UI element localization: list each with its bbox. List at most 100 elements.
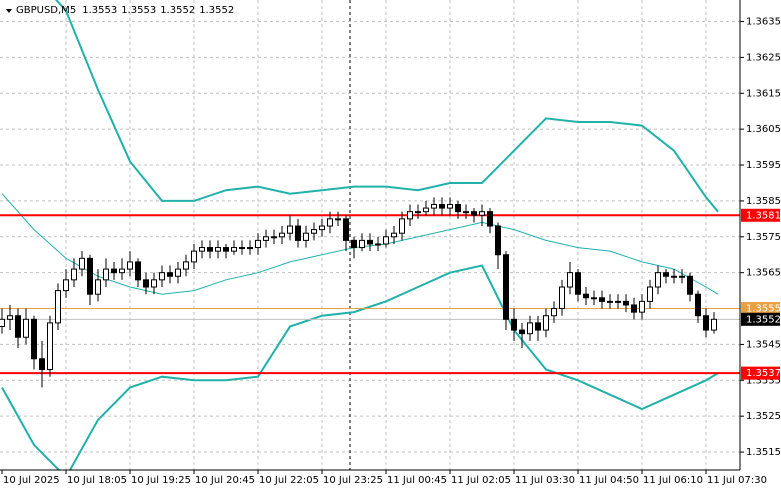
candle-body [143, 279, 149, 288]
x-tick-label: 11 Jul 07:30 [707, 475, 767, 486]
candle-body [55, 290, 61, 324]
y-tick-label: 1.3625 [746, 52, 781, 63]
candle-body [639, 300, 645, 313]
quote-value: 1.3553 [121, 5, 156, 16]
band-line [55, 0, 719, 213]
quote-value: 1.3552 [160, 5, 195, 16]
candle-body [375, 243, 381, 246]
x-tick-label: 11 Jul 02:05 [451, 475, 511, 486]
candle-body [399, 218, 405, 234]
candle-body [311, 229, 317, 234]
candle-body [175, 268, 181, 277]
x-tick-label: 11 Jul 00:45 [387, 475, 447, 486]
candle-body [479, 211, 485, 216]
candle-body [431, 204, 437, 209]
candle-body [239, 247, 245, 250]
candle-body [119, 268, 125, 274]
candle-body [287, 225, 293, 234]
price-level-label: 1.3537 [746, 368, 781, 379]
candle-body [111, 268, 117, 274]
candle-body [255, 239, 261, 249]
candle-body [247, 247, 253, 250]
candle-body [471, 211, 477, 216]
x-tick-label: 10 Jul 22:05 [259, 475, 319, 486]
price-level-tag [741, 366, 780, 380]
candle-body [503, 254, 509, 320]
candle-body [279, 232, 285, 238]
candle-body [103, 268, 109, 281]
candle-body [607, 300, 613, 303]
candle-body [271, 236, 277, 239]
candle-body [567, 272, 573, 288]
candle-body [295, 225, 301, 241]
x-tick-label: 10 Jul 18:05 [67, 475, 127, 486]
candle-body [599, 297, 605, 302]
candle-body [319, 225, 325, 231]
candle-body [167, 272, 173, 277]
candle-body [87, 257, 93, 295]
candle-body [7, 315, 13, 320]
candle-body [327, 218, 333, 227]
y-tick-label: 1.3635 [746, 17, 781, 28]
candle-body [423, 207, 429, 213]
candle-body [543, 315, 549, 331]
candle-body [351, 239, 357, 249]
candle-body [415, 211, 421, 214]
y-tick-label: 1.3525 [746, 411, 781, 422]
candle-body [703, 315, 709, 331]
candle-body [151, 279, 157, 288]
candle-body [207, 247, 213, 252]
price-level-label: 1.3552 [746, 314, 781, 325]
candle-body [263, 236, 269, 241]
candle-body [47, 322, 53, 371]
header: GBPUSD,M5 1.3553 1.3553 1.3552 1.3552 [16, 5, 234, 16]
candle-body [711, 318, 717, 331]
candle-body [223, 247, 229, 252]
candle-body [79, 257, 85, 270]
candle-body [39, 358, 45, 371]
candle-body [591, 297, 597, 300]
candle-body [535, 322, 541, 331]
candle-body [647, 286, 653, 302]
candle-body [135, 261, 141, 281]
candle-body [335, 218, 341, 221]
y-tick-label: 1.3585 [746, 196, 781, 207]
y-tick-label: 1.3615 [746, 88, 781, 99]
candle-body [15, 315, 21, 338]
candle-body [583, 293, 589, 299]
y-tick-label: 1.3595 [746, 160, 781, 171]
candle-body [63, 279, 69, 292]
candle-body [407, 211, 413, 220]
candle-body [519, 329, 525, 335]
x-tick-label: 11 Jul 03:30 [515, 475, 575, 486]
x-tick-label: 11 Jul 06:10 [643, 475, 703, 486]
axes: 1.3635 1.3625 1.3615 1.3605 1.3595 1.3585 1.35… [1, 17, 781, 486]
candle-body [31, 318, 37, 360]
candle-body [231, 247, 237, 252]
candle-body [0, 318, 5, 327]
candle-body [615, 300, 621, 303]
y-tick-label: 1.3565 [746, 268, 781, 279]
y-tick-label: 1.3575 [746, 232, 781, 243]
x-tick-label: 10 Jul 23:25 [323, 475, 383, 486]
candle-body [511, 318, 517, 331]
y-tick-label: 1.3545 [746, 339, 781, 350]
y-tick-label: 1.3515 [746, 447, 781, 458]
candle-body [551, 308, 557, 317]
candle-body [359, 239, 365, 249]
candle-body [439, 204, 445, 209]
candle-body [663, 272, 669, 277]
price-level-label: 1.3581 [746, 210, 781, 221]
candle-body [631, 304, 637, 313]
x-tick-label: 10 Jul 19:25 [131, 475, 191, 486]
candle-body [303, 232, 309, 241]
candle-body [687, 275, 693, 295]
plot-area [0, 0, 740, 470]
candle-body [199, 247, 205, 252]
menu-arrow[interactable] [6, 9, 12, 13]
candle-body [463, 211, 469, 214]
price-level-tag [741, 302, 780, 316]
candle-body [655, 272, 661, 288]
